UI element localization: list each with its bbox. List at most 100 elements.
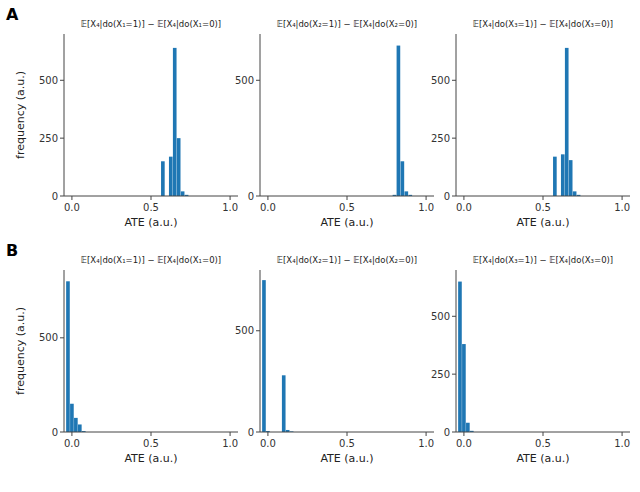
panel: 0.0 0.5 1.0 0 250 500 ATE (a.u.) 𝔼[X₄|do(X₃=1)]… bbox=[431, 19, 630, 229]
x-tick bbox=[347, 196, 348, 200]
bars bbox=[393, 46, 412, 196]
y-tick-label: 250 bbox=[431, 369, 450, 380]
x-tick-label: 1.0 bbox=[418, 438, 434, 449]
panel: 0.0 0.5 1.0 0 500 ATE (a.u.) 𝔼[X₄|do(X₂=1)] − … bbox=[235, 255, 434, 465]
x-tick bbox=[71, 196, 72, 200]
x-tick-label: 0.0 bbox=[64, 438, 80, 449]
panel: 0.00.51.00250500ATE (a.u.)𝔼[X₄|do(X₃=1)]… bbox=[431, 255, 630, 465]
x-tick bbox=[543, 432, 544, 436]
x-tick-label: 0.0 bbox=[456, 438, 472, 449]
bar bbox=[462, 344, 466, 432]
x-tick-label: 0.5 bbox=[339, 202, 355, 213]
x-tick bbox=[463, 196, 464, 200]
x-tick-label: 1.0 bbox=[222, 438, 238, 449]
y-tick-label: 500 bbox=[39, 75, 58, 86]
x-tick-label: 0.5 bbox=[535, 202, 551, 213]
x-axis-label: ATE (a.u.) bbox=[124, 452, 177, 465]
bar bbox=[458, 282, 462, 432]
x-axis-label: ATE (a.u.) bbox=[320, 216, 373, 229]
y-tick-label: 0 bbox=[444, 191, 450, 202]
bar bbox=[401, 161, 405, 196]
x-tick-label: 1.0 bbox=[222, 202, 238, 213]
x-tick bbox=[230, 196, 231, 200]
bar bbox=[70, 404, 74, 432]
y-tick-label: 0 bbox=[248, 191, 254, 202]
y-tick bbox=[60, 432, 64, 433]
x-tick bbox=[267, 432, 268, 436]
y-tick-label: 500 bbox=[431, 75, 450, 86]
bar bbox=[173, 48, 177, 196]
bars bbox=[161, 48, 188, 196]
bar bbox=[177, 138, 181, 196]
y-axis-line bbox=[260, 270, 261, 432]
y-tick-label: 0 bbox=[52, 427, 58, 438]
y-tick-label: 500 bbox=[235, 325, 254, 336]
bar bbox=[169, 157, 173, 196]
panel: 0.00.51.00500ATE (a.u.)𝔼[X₄|do(X₂=1)] − … bbox=[235, 19, 434, 229]
x-tick-label: 1.0 bbox=[614, 438, 630, 449]
title: 𝔼[X₄|do(X₂=1)] − 𝔼[X₄|do(X₂=0)] bbox=[277, 255, 417, 265]
bars bbox=[458, 282, 474, 432]
title: 𝔼[X₄|do(X₁=1)] − 𝔼[X₄|do(X₁=0)] bbox=[81, 19, 221, 29]
y-axis-line bbox=[64, 34, 65, 196]
y-axis-line bbox=[260, 34, 261, 196]
title: 𝔼[X₄|do(X₂=1)] − 𝔼[X₄|do(X₂=0)] bbox=[277, 19, 417, 29]
y-tick bbox=[452, 138, 456, 139]
y-axis-line bbox=[456, 270, 457, 432]
x-tick bbox=[347, 432, 348, 436]
y-axis-label: frequency (a.u.) bbox=[14, 307, 27, 395]
panel: 0.00.51.00250500ATE (a.u.)frequency (a.u… bbox=[6, 5, 238, 229]
bar bbox=[561, 154, 565, 196]
title: 𝔼[X₄|do(X₃=1)] − 𝔼[X₄|do(X₃=0)] bbox=[473, 255, 613, 265]
y-tick bbox=[452, 80, 456, 81]
x-tick-label: 0.0 bbox=[260, 438, 276, 449]
y-tick-label: 250 bbox=[39, 133, 58, 144]
bar bbox=[74, 418, 78, 432]
y-tick bbox=[256, 330, 260, 331]
x-tick-label: 0.0 bbox=[260, 202, 276, 213]
y-tick bbox=[60, 138, 64, 139]
x-tick-label: 0.5 bbox=[143, 202, 159, 213]
bars bbox=[262, 280, 293, 432]
x-tick-label: 0.5 bbox=[143, 438, 159, 449]
y-tick bbox=[256, 80, 260, 81]
x-tick bbox=[151, 196, 152, 200]
bar bbox=[282, 375, 286, 432]
bars bbox=[553, 48, 580, 196]
x-tick bbox=[426, 432, 427, 436]
x-tick bbox=[543, 196, 544, 200]
x-tick-label: 0.5 bbox=[535, 438, 551, 449]
x-axis-label: ATE (a.u.) bbox=[516, 216, 569, 229]
title: 𝔼[X₄|do(X₁=1)] − 𝔼[X₄|do(X₁=0)] bbox=[81, 255, 221, 265]
y-tick-label: 250 bbox=[431, 133, 450, 144]
x-tick-label: 1.0 bbox=[614, 202, 630, 213]
x-tick-label: 0.0 bbox=[64, 202, 80, 213]
y-tick-label: 0 bbox=[248, 427, 254, 438]
panel: 0.0 0.5 1.0 0 500 ATE (a.u.) frequency (a.u.) 𝔼… bbox=[6, 241, 238, 465]
y-tick bbox=[452, 316, 456, 317]
x-tick-label: 0.5 bbox=[339, 438, 355, 449]
background bbox=[0, 0, 640, 492]
x-tick bbox=[230, 432, 231, 436]
y-tick-label: 500 bbox=[39, 332, 58, 343]
x-tick-label: 1.0 bbox=[418, 202, 434, 213]
bar bbox=[78, 424, 82, 432]
x-tick bbox=[151, 432, 152, 436]
x-tick bbox=[267, 196, 268, 200]
bar bbox=[66, 281, 70, 432]
bar bbox=[565, 48, 569, 196]
x-axis-label: ATE (a.u.) bbox=[124, 216, 177, 229]
x-axis-label: ATE (a.u.) bbox=[516, 452, 569, 465]
x-tick-label: 0.0 bbox=[456, 202, 472, 213]
y-tick bbox=[452, 196, 456, 197]
y-axis-line bbox=[456, 34, 457, 196]
y-tick-label: 500 bbox=[431, 311, 450, 322]
y-tick bbox=[256, 196, 260, 197]
bar bbox=[397, 46, 401, 196]
figure: 0.0 0.5 1.0 0 250 500 ATE (a.u.) frequency (a.u… bbox=[0, 0, 640, 492]
y-tick bbox=[60, 196, 64, 197]
title: 𝔼[X₄|do(X₃=1)] − 𝔼[X₄|do(X₃=0)] bbox=[473, 19, 613, 29]
x-axis-label: ATE (a.u.) bbox=[320, 452, 373, 465]
y-tick bbox=[256, 432, 260, 433]
bar bbox=[161, 161, 165, 196]
